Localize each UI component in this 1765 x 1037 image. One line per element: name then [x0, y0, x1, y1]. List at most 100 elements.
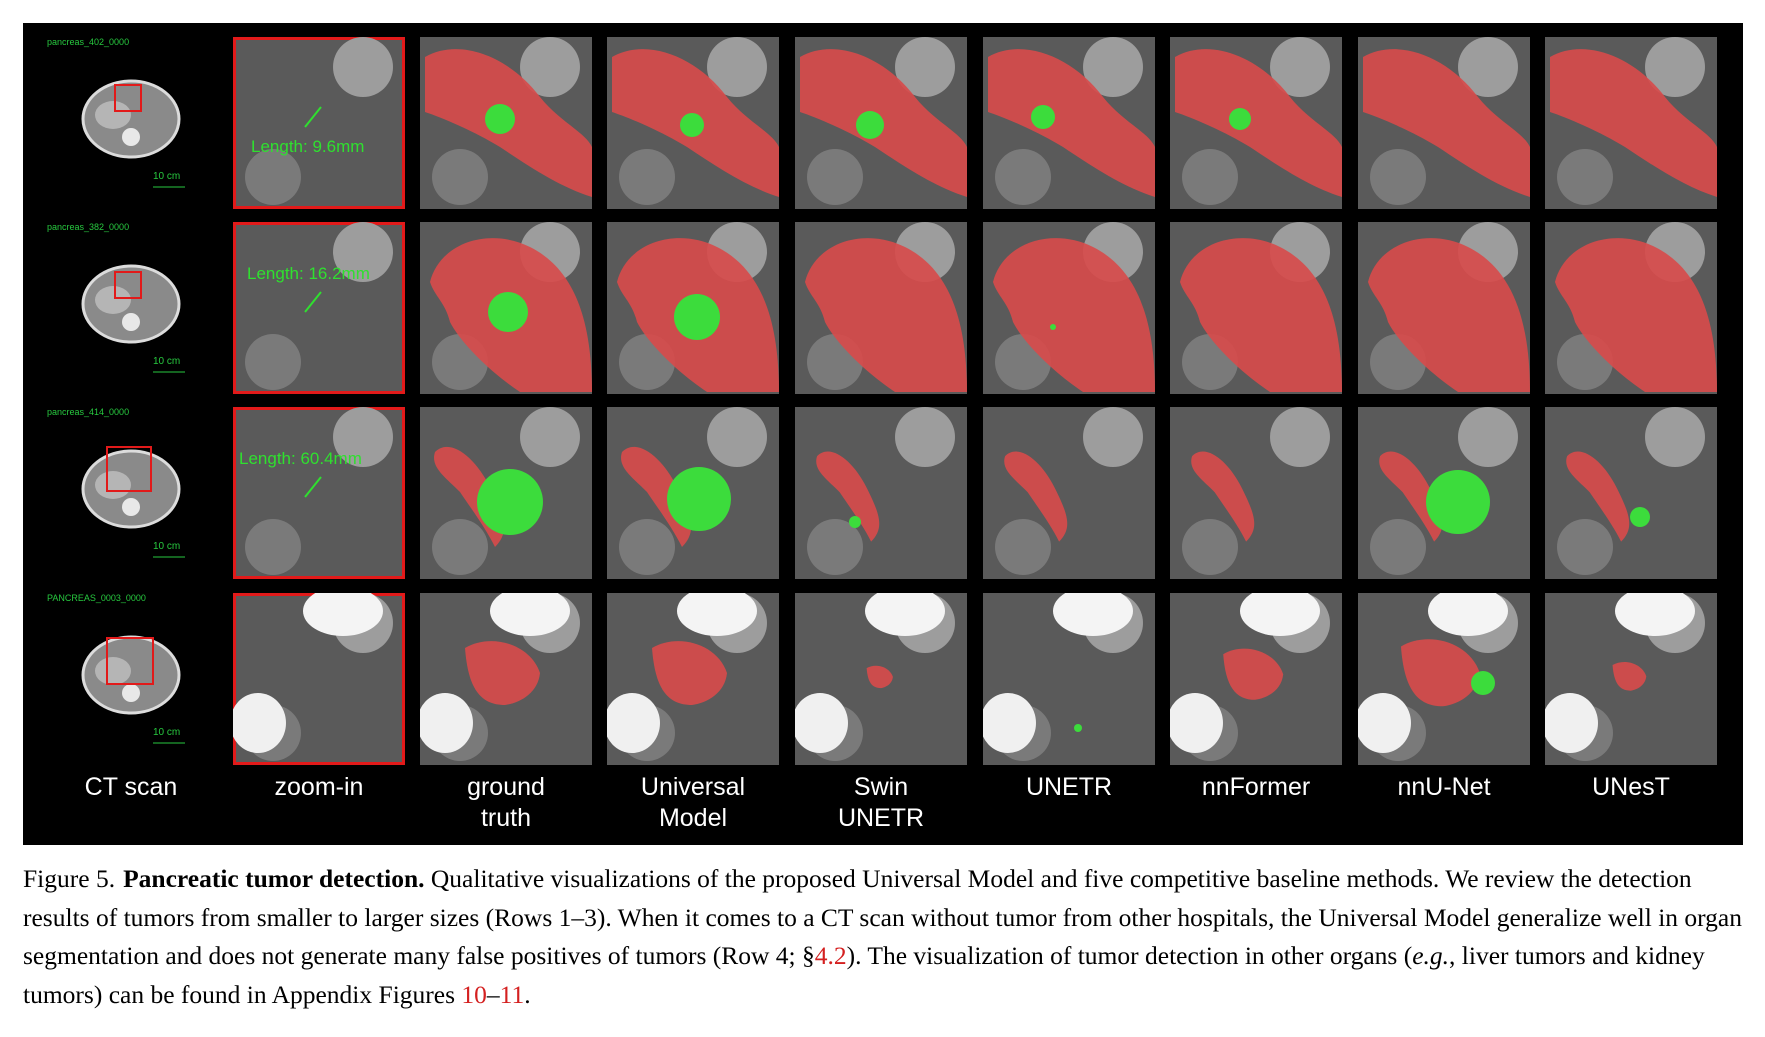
organ-mask-group [1566, 451, 1630, 542]
segmentation-result-image [420, 593, 592, 765]
measurement-line [304, 476, 322, 498]
tumor-mask [680, 113, 704, 137]
liver-region [95, 657, 131, 685]
tissue-blob [1270, 407, 1330, 467]
scale-label: 10 cm [153, 356, 181, 367]
spine-region [122, 313, 140, 331]
caption-title: Pancreatic tumor detection. [123, 864, 425, 893]
bright-organ [420, 693, 473, 753]
caption-dash: – [486, 979, 500, 1009]
organ-mask-group [1550, 49, 1717, 198]
tissue-blob [619, 519, 675, 575]
bright-organ [795, 693, 848, 753]
segmentation-result-image [795, 407, 967, 579]
tissue-blob [895, 407, 955, 467]
column-label: nnU-Net [1397, 773, 1491, 801]
spine-region [122, 498, 140, 516]
organ-mask [805, 238, 967, 392]
ct-scan-thumbnail: pancreas_402_0000 10 cm [45, 37, 217, 209]
tissue-blob [245, 149, 301, 205]
organ-mask-group [652, 641, 727, 705]
segmentation-result-image [795, 593, 967, 765]
section-ref-link[interactable]: 4.2 [814, 941, 847, 970]
tissue-blob [520, 407, 580, 467]
tumor-mask [849, 516, 861, 528]
segmentation-result-image [1358, 37, 1530, 209]
tissue-blob [1083, 37, 1143, 97]
column-label: CT scan [84, 773, 178, 801]
tissue-blob [333, 407, 393, 467]
segmentation-result-image [607, 222, 779, 394]
tissue-blob [333, 222, 393, 282]
length-measurement-label: Length: 16.2mm [247, 264, 370, 283]
organ-mask [816, 451, 880, 542]
segmentation-result-image [983, 593, 1155, 765]
segmentation-result-image [1358, 593, 1530, 765]
scan-id-label: pancreas_402_0000 [47, 37, 130, 47]
ct-scan-thumbnail: pancreas_414_0000 10 cm [45, 407, 217, 579]
segmentation-result-image [1170, 593, 1342, 765]
tumor-mask [485, 104, 515, 134]
organ-mask-group [988, 49, 1155, 198]
tissue-blob [1370, 149, 1426, 205]
segmentation-result-image [1170, 407, 1342, 579]
bright-organ [677, 593, 757, 636]
tissue-blob [520, 37, 580, 97]
caption-text-2: ). The visualization of tumor detection … [846, 941, 1413, 970]
tissue-blob [1557, 519, 1613, 575]
organ-mask-group [993, 238, 1155, 392]
organ-mask-group [621, 446, 692, 547]
scale-label: 10 cm [153, 727, 181, 738]
tissue-blob [995, 519, 1051, 575]
segmentation-result-image [420, 407, 592, 579]
column-label: UNETR [1025, 773, 1113, 801]
zoom-in-image [233, 593, 405, 765]
organ-mask-group [1223, 648, 1284, 700]
organ-mask-group [1191, 451, 1255, 542]
zoom-region-box [114, 84, 142, 112]
tissue-blob [1458, 37, 1518, 97]
tissue-blob [432, 149, 488, 205]
organ-mask [465, 641, 540, 705]
tumor-mask [667, 467, 731, 531]
zoom-region-box [106, 637, 154, 685]
tissue-blob [1182, 519, 1238, 575]
organ-mask [1555, 238, 1717, 392]
organ-mask-group [1175, 49, 1342, 198]
tumor-mask [1426, 470, 1490, 534]
organ-mask [993, 238, 1155, 392]
spine-region [122, 128, 140, 146]
organ-mask-group [1363, 49, 1530, 198]
tumor-mask [856, 111, 884, 139]
segmentation-result-image [983, 407, 1155, 579]
segmentation-result-image [1170, 37, 1342, 209]
zoom-region-box [106, 446, 152, 492]
body-cross-section [81, 264, 181, 344]
tissue-blob [807, 149, 863, 205]
organ-mask [1004, 451, 1068, 542]
bright-organ [607, 693, 660, 753]
figure-ref-link-10[interactable]: 10 [461, 979, 487, 1009]
figure-ref-link-11[interactable]: 11 [499, 979, 525, 1009]
tumor-mask [1471, 671, 1495, 695]
segmentation-result-image [1170, 222, 1342, 394]
tissue-blob [1182, 149, 1238, 205]
column-label: ground truth [467, 773, 545, 832]
organ-mask-group [1555, 238, 1717, 392]
tissue-blob [995, 149, 1051, 205]
organ-mask [1223, 648, 1284, 700]
tissue-blob [1083, 407, 1143, 467]
segmentation-result-image [795, 37, 967, 209]
tissue-blob [1645, 407, 1705, 467]
column-label: zoom-in [274, 773, 364, 801]
tissue-blob [245, 334, 301, 390]
bright-organ [1358, 693, 1411, 753]
segmentation-result-image [1358, 222, 1530, 394]
organ-mask [652, 641, 727, 705]
liver-region [95, 471, 131, 499]
column-label: Universal Model [640, 773, 746, 832]
tumor-mask [1031, 105, 1055, 129]
zoom-in-image: Length: 16.2mm [233, 222, 405, 394]
segmentation-result-image [420, 37, 592, 209]
figure-number: Figure 5. [23, 864, 116, 893]
